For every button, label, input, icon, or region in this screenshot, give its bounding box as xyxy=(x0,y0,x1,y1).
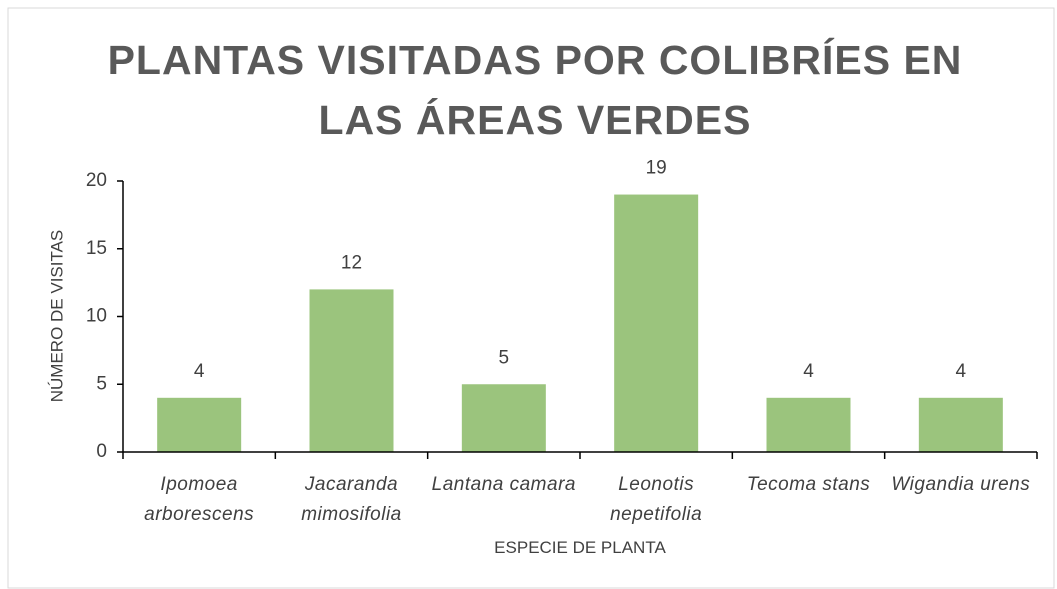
x-axis-label: ESPECIE DE PLANTA xyxy=(494,538,666,557)
chart-border xyxy=(7,7,1055,589)
y-tick-label: 10 xyxy=(86,306,107,327)
y-tick-label: 15 xyxy=(86,238,107,259)
x-tick-label: Jacaranda mimosifolia xyxy=(301,474,402,525)
y-tick-label: 20 xyxy=(86,170,107,191)
y-tick-label: 0 xyxy=(96,441,107,462)
y-axis-label: NÚMERO DE VISITAS xyxy=(47,230,66,403)
x-tick-label: Lantana camara xyxy=(431,474,576,495)
chart-title: PLANTAS VISITADAS POR COLIBRÍES EN LAS Á… xyxy=(107,37,963,143)
x-tick-label: Wigandia urens xyxy=(891,474,1031,495)
data-label: 5 xyxy=(499,347,510,368)
y-tick-label: 5 xyxy=(96,373,107,394)
data-label: 12 xyxy=(341,252,362,273)
data-label: 4 xyxy=(803,361,814,382)
x-tick-label: Leonotis nepetifolia xyxy=(610,474,703,525)
data-label: 4 xyxy=(194,361,205,382)
data-label: 19 xyxy=(646,158,667,179)
data-label: 4 xyxy=(956,361,967,382)
bar xyxy=(614,194,699,453)
bar xyxy=(309,289,394,452)
bar xyxy=(918,397,1003,452)
bar xyxy=(157,397,242,452)
x-tick-label: Tecoma stans xyxy=(746,474,871,495)
bar xyxy=(766,397,851,452)
x-tick-label: Ipomoea arborescens xyxy=(144,474,255,525)
bar xyxy=(461,384,546,452)
